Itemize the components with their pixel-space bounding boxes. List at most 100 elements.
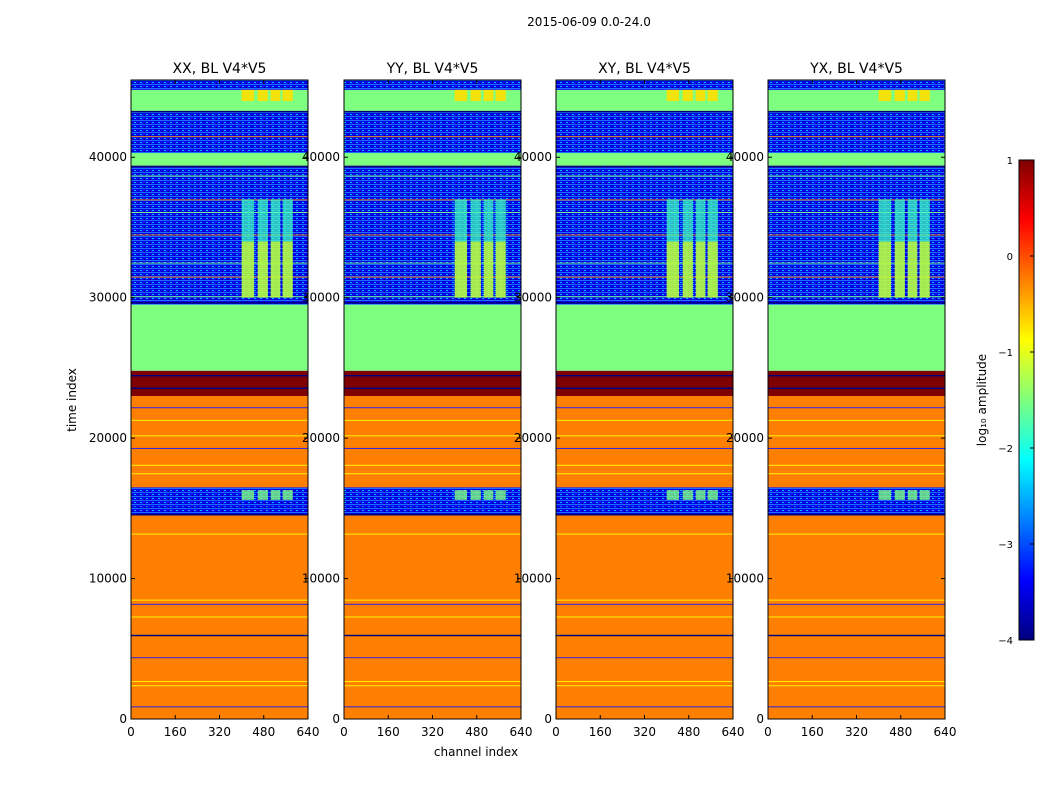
flag-line bbox=[556, 374, 733, 377]
flag-line bbox=[344, 435, 521, 437]
flag-line bbox=[344, 165, 521, 168]
heatmap-band bbox=[131, 487, 308, 516]
x-tick-label: 480 bbox=[465, 725, 488, 739]
flag-line bbox=[556, 419, 733, 421]
flag-line bbox=[131, 234, 308, 236]
flag-line bbox=[768, 681, 945, 683]
flag-line bbox=[556, 681, 733, 683]
flag-line bbox=[768, 505, 945, 507]
flag-line bbox=[768, 175, 945, 177]
rfi-stripe bbox=[257, 241, 268, 298]
rfi-stripe bbox=[270, 89, 281, 102]
heatmap-panel: YX, BL V4*V5 0 160 320 480 640 0 10000 20000 3000… bbox=[726, 61, 957, 739]
flag-line bbox=[131, 110, 308, 113]
flag-line bbox=[344, 505, 521, 507]
heatmap-panel: XX, BL V4*V5 0 160 320 480 640 0 10000 20000 3000… bbox=[89, 61, 320, 739]
flag-line bbox=[344, 603, 521, 605]
rfi-stripe bbox=[907, 89, 918, 102]
rfi-stripe bbox=[454, 89, 468, 102]
flag-line bbox=[344, 634, 521, 637]
heatmap-band bbox=[344, 89, 521, 113]
heatmap-band bbox=[768, 395, 945, 488]
flag-line bbox=[131, 165, 308, 168]
flag-line bbox=[556, 387, 733, 390]
heatmap-band bbox=[556, 167, 733, 305]
flag-line bbox=[556, 175, 733, 177]
x-tick-label: 0 bbox=[340, 725, 348, 739]
flag-line bbox=[344, 199, 521, 201]
y-tick-label: 40000 bbox=[302, 150, 340, 164]
y-tick-label: 30000 bbox=[726, 291, 764, 305]
flag-line bbox=[768, 599, 945, 601]
flag-line bbox=[131, 301, 308, 304]
rfi-stripe bbox=[495, 199, 506, 242]
flag-line bbox=[344, 276, 521, 278]
flag-line bbox=[131, 199, 308, 201]
colorbar-tick-label: −3 bbox=[998, 540, 1013, 551]
flag-line bbox=[131, 296, 308, 298]
flag-line bbox=[556, 199, 733, 201]
x-tick-label: 640 bbox=[510, 725, 533, 739]
flag-line bbox=[556, 603, 733, 605]
x-tick-label: 160 bbox=[801, 725, 824, 739]
rfi-stripe bbox=[907, 490, 918, 500]
heatmap-panel: YY, BL V4*V5 0 160 320 480 640 0 10000 20000 3000… bbox=[302, 61, 533, 739]
flag-line bbox=[131, 374, 308, 377]
rfi-stripe bbox=[919, 241, 930, 298]
heatmap-band bbox=[344, 304, 521, 371]
y-tick-label: 40000 bbox=[726, 150, 764, 164]
rfi-stripe bbox=[894, 241, 905, 298]
flag-line bbox=[344, 616, 521, 618]
flag-line bbox=[556, 599, 733, 601]
flag-line bbox=[768, 234, 945, 236]
colorbar-tick-label: 1 bbox=[1007, 156, 1013, 167]
heatmap-band bbox=[131, 80, 308, 90]
rfi-stripe bbox=[257, 199, 268, 242]
panel-title: YY, BL V4*V5 bbox=[386, 61, 479, 77]
rfi-stripe bbox=[270, 199, 281, 242]
rfi-stripe bbox=[495, 89, 506, 102]
panel-title: XY, BL V4*V5 bbox=[598, 61, 691, 77]
flag-line bbox=[768, 387, 945, 390]
rfi-stripe bbox=[666, 490, 680, 500]
flag-line bbox=[131, 513, 308, 516]
flag-line bbox=[768, 110, 945, 113]
rfi-stripe bbox=[666, 199, 680, 242]
flag-line bbox=[344, 533, 521, 535]
flag-line bbox=[344, 513, 521, 516]
rfi-stripe bbox=[682, 89, 693, 102]
rfi-stripe bbox=[470, 490, 481, 500]
x-tick-label: 160 bbox=[377, 725, 400, 739]
rfi-stripe bbox=[483, 490, 494, 500]
x-tick-label: 0 bbox=[552, 725, 560, 739]
heatmap-band bbox=[556, 89, 733, 113]
flag-line bbox=[556, 464, 733, 466]
heatmap-band bbox=[131, 304, 308, 371]
flag-line bbox=[344, 657, 521, 659]
heatmap-band bbox=[131, 153, 308, 168]
heatmap-band bbox=[131, 112, 308, 154]
flag-line bbox=[768, 685, 945, 687]
flag-line bbox=[556, 634, 733, 637]
flag-line bbox=[344, 685, 521, 687]
flag-line bbox=[131, 212, 308, 214]
heatmap-panel: XY, BL V4*V5 0 160 320 480 640 0 10000 20000 3000… bbox=[514, 61, 745, 739]
flag-line bbox=[556, 407, 733, 409]
flag-line bbox=[768, 419, 945, 421]
flag-line bbox=[768, 296, 945, 298]
flag-line bbox=[768, 165, 945, 168]
rfi-stripe bbox=[919, 89, 930, 102]
flag-line bbox=[556, 616, 733, 618]
colorbar-tick-label: −2 bbox=[998, 444, 1013, 455]
rfi-stripe bbox=[707, 199, 718, 242]
flag-line bbox=[344, 473, 521, 475]
flag-line bbox=[556, 212, 733, 214]
heatmap-band bbox=[768, 304, 945, 371]
flag-line bbox=[768, 706, 945, 708]
x-tick-label: 320 bbox=[845, 725, 868, 739]
rfi-stripe bbox=[454, 199, 468, 242]
heatmap-band bbox=[556, 487, 733, 516]
rfi-stripe bbox=[282, 199, 293, 242]
rfi-stripe bbox=[282, 241, 293, 298]
